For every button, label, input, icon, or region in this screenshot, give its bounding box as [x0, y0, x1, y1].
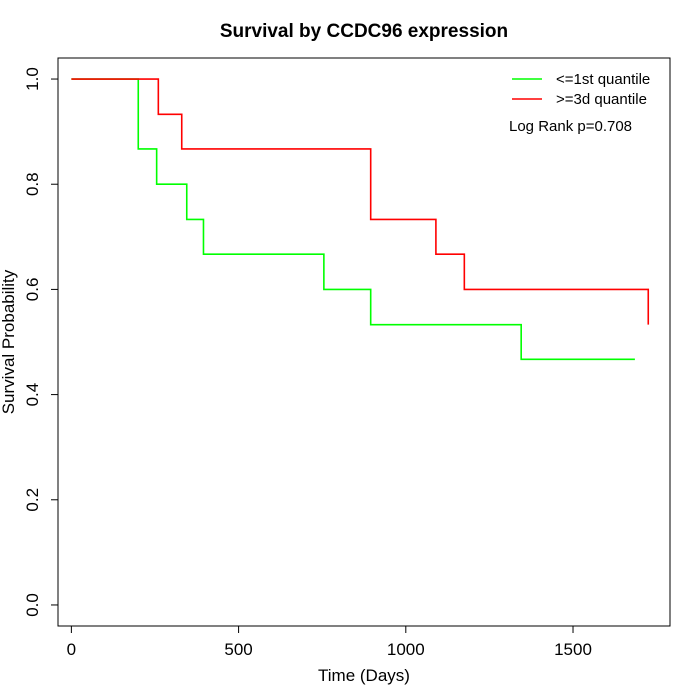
y-tick-label: 0.0 [23, 593, 42, 617]
y-axis: 0.0 0.2 0.4 0.6 0.8 1.0 [23, 67, 59, 617]
legend: <=1st quantile >=3d quantile [512, 71, 650, 108]
chart-title: Survival by CCDC96 expression [220, 21, 508, 42]
x-axis: 0 500 1000 1500 [67, 625, 592, 659]
series-line-1 [71, 78, 635, 361]
plot-frame [57, 57, 671, 627]
x-axis-label: Time (Days) [318, 666, 410, 685]
y-axis-label: Survival Probability [0, 269, 18, 414]
y-tick-label: 0.8 [23, 172, 42, 196]
y-tick-label: 0.6 [23, 278, 42, 302]
log-rank-annotation: Log Rank p=0.708 [509, 118, 632, 135]
y-tick-label: 1.0 [23, 67, 42, 91]
y-tick-label: 0.2 [23, 488, 42, 512]
x-tick-label: 500 [224, 640, 252, 659]
legend-label-1: <=1st quantile [556, 71, 650, 88]
series-layer [71, 78, 650, 361]
series-line-2 [71, 78, 650, 325]
x-tick-label: 0 [67, 640, 76, 659]
x-tick-label: 1000 [387, 640, 425, 659]
legend-label-2: >=3d quantile [556, 91, 647, 108]
y-tick-label: 0.4 [23, 383, 42, 407]
x-tick-label: 1500 [554, 640, 592, 659]
